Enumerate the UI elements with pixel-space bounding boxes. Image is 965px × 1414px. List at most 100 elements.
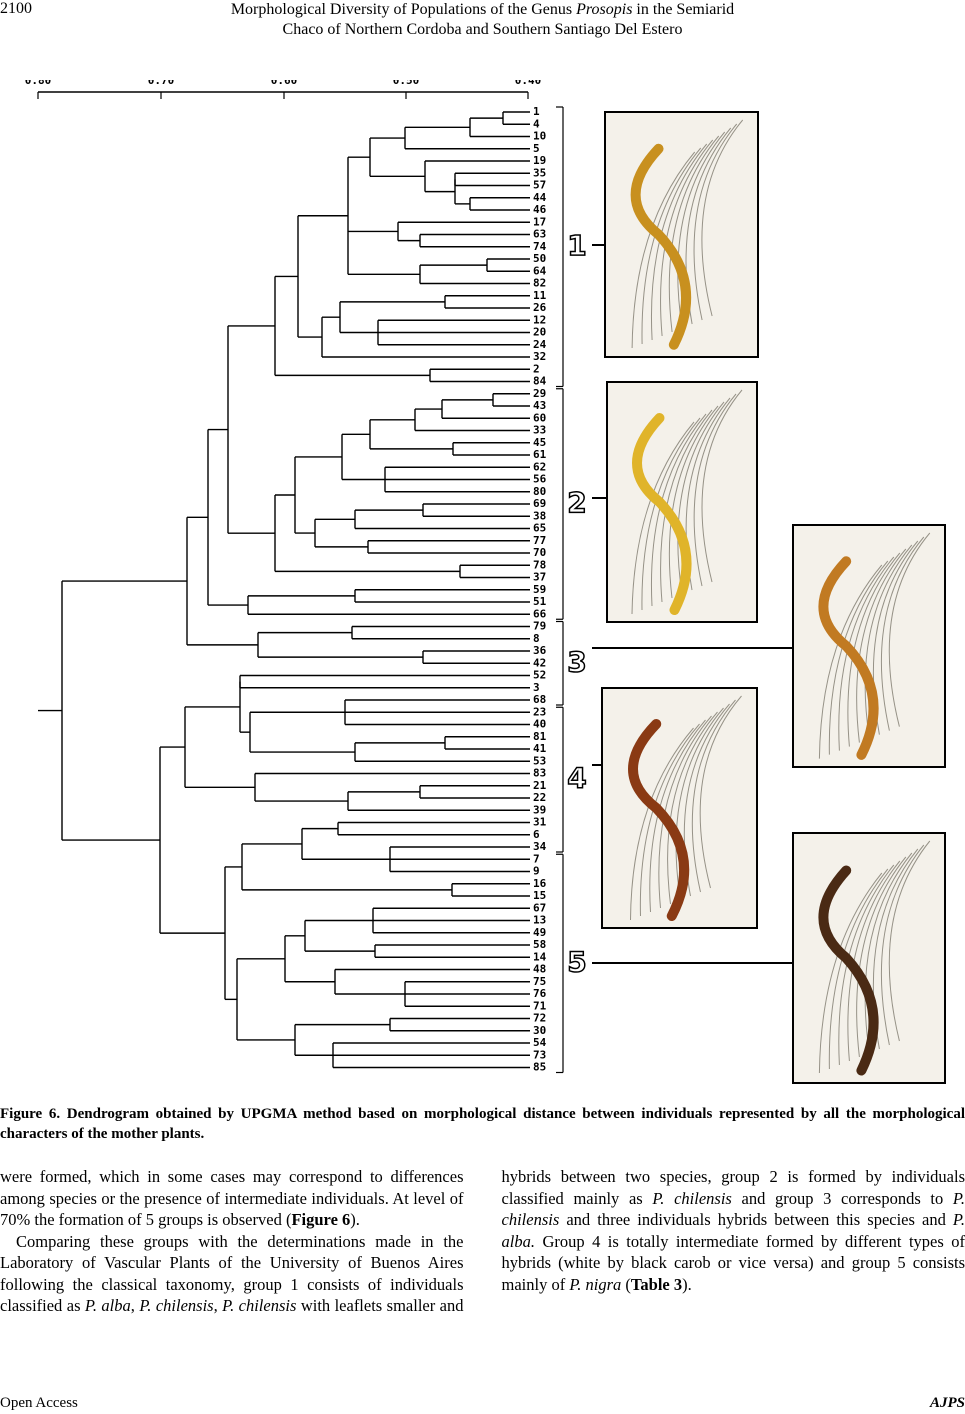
leaf-label: 45: [533, 436, 546, 449]
leaf-label: 63: [533, 228, 546, 241]
leaf-label: 46: [533, 203, 547, 216]
group-label: 3: [567, 645, 586, 678]
text-run: Figure 6: [291, 1210, 351, 1229]
body-text: were formed, which in some cases may cor…: [0, 1166, 965, 1396]
scale-label: 0.70: [148, 80, 175, 87]
leaf-label: 85: [533, 1061, 546, 1074]
text-run: ,: [213, 1296, 223, 1315]
title-text: Morphological Diversity of Populations o…: [230, 1, 577, 18]
leaf-label: 37: [533, 571, 546, 584]
leaf-label: 64: [533, 264, 547, 277]
photo-foliage: [701, 119, 744, 317]
photo-foliage: [693, 393, 737, 587]
leaf-label: 8: [533, 632, 540, 645]
photo-foliage: [838, 556, 895, 751]
paragraph: were formed, which in some cases may cor…: [0, 1166, 464, 1231]
text-run: ).: [350, 1210, 360, 1229]
photo-foliage: [888, 840, 931, 1042]
leaf-label: 79: [533, 620, 546, 633]
leaf-label: 67: [533, 901, 546, 914]
leaf-label: 60: [533, 411, 546, 424]
leaf-label: 29: [533, 387, 546, 400]
leaf-label: 40: [533, 718, 546, 731]
leaf-label: 17: [533, 215, 546, 228]
photo-foliage: [667, 711, 718, 905]
leaf-label: 69: [533, 497, 546, 510]
leaf-label: 59: [533, 583, 546, 596]
text-run: P. alba.: [501, 1210, 965, 1251]
text-run: P. chilensis: [139, 1296, 214, 1315]
footer-left: Open Access: [0, 1395, 78, 1411]
photo-foliage: [649, 719, 706, 913]
leaf-label: 24: [533, 338, 547, 351]
leaf-label: 80: [533, 485, 546, 498]
photo-foliage: [651, 143, 708, 341]
group-label: 2: [567, 486, 586, 519]
photo-foliage: [847, 860, 901, 1062]
group-label: 5: [567, 945, 586, 978]
leaf-label: 53: [533, 754, 546, 767]
leaf-label: 39: [533, 803, 546, 816]
leaf-label: 34: [533, 840, 547, 853]
leaf-label: 5: [533, 142, 540, 155]
leaf-label: 36: [533, 644, 547, 657]
photo-foliage: [818, 564, 883, 759]
leaf-label: 11: [533, 289, 547, 302]
leaf-label: 61: [533, 448, 547, 461]
leaf-label: 76: [533, 987, 547, 1000]
photo-foliage: [818, 872, 883, 1074]
text-run: with leaflets smaller and hybrids betwee…: [296, 1167, 965, 1315]
leaf-label: 56: [533, 473, 547, 486]
leaf-label: 42: [533, 656, 546, 669]
text-run: ).: [682, 1274, 692, 1294]
leaf-label: 4: [533, 117, 540, 130]
leaf-label: 32: [533, 350, 546, 363]
leaf-label: 70: [533, 546, 546, 559]
figure-caption: Figure 6. Dendrogram obtained by UPGMA m…: [0, 1106, 965, 1142]
leaf-label: 12: [533, 313, 546, 326]
photo-pod: [818, 556, 879, 760]
leaf-label: 68: [533, 693, 546, 706]
photo-foliage: [693, 123, 738, 321]
photo-foliage: [631, 421, 695, 615]
title-text: Chaco of Northern Cordoba and Southern S…: [282, 21, 683, 38]
photo-foliage: [668, 405, 719, 599]
leaf-label: 35: [533, 166, 546, 179]
text-run: were formed, which in some cases may cor…: [0, 1167, 464, 1229]
leaf-label: 38: [533, 509, 546, 522]
leaf-label: 71: [533, 999, 547, 1012]
photo-foliage: [856, 548, 907, 743]
photo-foliage: [677, 401, 725, 595]
leaf-label: 84: [533, 375, 547, 388]
scale-label: 0.60: [271, 80, 298, 87]
photo-foliage: [864, 544, 913, 739]
photo-foliage: [668, 135, 720, 333]
leaf-label: 15: [533, 889, 546, 902]
photo-foliage: [658, 715, 712, 909]
leaf-label: 23: [533, 705, 546, 718]
leaf-label: 33: [533, 424, 546, 437]
leaf-label: 26: [533, 301, 547, 314]
leaf-label: 30: [533, 1024, 546, 1037]
dendrogram-figure: 0.80 0.70 0.60 0.50 0.4014105193557444617637…: [25, 80, 946, 1084]
leaf-label: 9: [533, 865, 540, 878]
leaf-label: 6: [533, 828, 540, 841]
paragraph: Comparing these groups with the determin…: [0, 1166, 965, 1317]
text-run: P. alba: [84, 1296, 131, 1315]
leaf-label: 43: [533, 399, 546, 412]
leaf-label: 74: [533, 240, 547, 253]
leaf-label: 82: [533, 277, 546, 290]
photo-foliage: [650, 413, 707, 607]
leaf-label: 62: [533, 460, 546, 473]
leaf-label: 41: [533, 742, 547, 755]
text-run: P. chilensis: [222, 1296, 297, 1315]
leaf-label: 10: [533, 130, 546, 143]
scale-label: 0.40: [515, 80, 542, 87]
photo-foliage: [838, 864, 895, 1066]
leaf-label: 14: [533, 950, 547, 963]
scale-label: 0.80: [25, 80, 52, 87]
text-run: P. chilensis: [501, 1188, 965, 1230]
scale-label: 0.50: [393, 80, 420, 87]
text-run: P. nigra: [569, 1274, 622, 1294]
